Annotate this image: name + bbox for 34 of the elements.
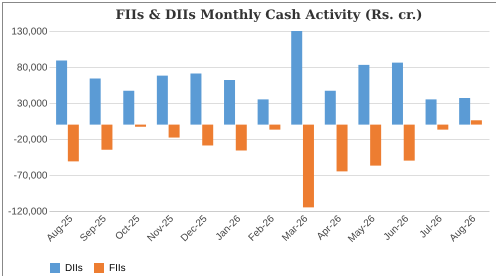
bar [68,124,79,162]
legend-label: DIIs [65,263,83,274]
y-tick-label: 30,000 [16,98,48,110]
legend-label: FIIs [109,263,126,274]
bar [437,124,448,130]
bar [168,124,180,138]
bar [302,124,314,208]
bar [291,31,302,125]
bar [392,62,403,125]
bar [156,76,168,125]
bar [324,90,336,125]
bar [101,124,112,150]
bar [426,99,437,125]
bar [269,124,280,130]
y-tick-label: -120,000 [8,206,48,218]
y-tick-label: 80,000 [16,62,48,74]
y-tick-label: 130,000 [11,26,48,38]
y-tick-label: -20,000 [14,134,48,146]
bar [56,60,68,125]
bar [202,124,214,146]
bar [224,80,236,125]
bar [404,124,415,161]
bar [470,120,482,125]
bar [190,73,202,125]
y-tick-label: -70,000 [14,170,48,182]
bar [90,78,101,125]
bar [258,99,269,125]
bar [459,98,470,125]
bar [358,64,370,125]
bar [236,124,247,151]
bar [123,90,134,125]
chart-title: FIIs & DIIs Monthly Cash Activity (Rs. cr.) [116,8,422,23]
bar [336,124,348,172]
bar [370,124,382,166]
